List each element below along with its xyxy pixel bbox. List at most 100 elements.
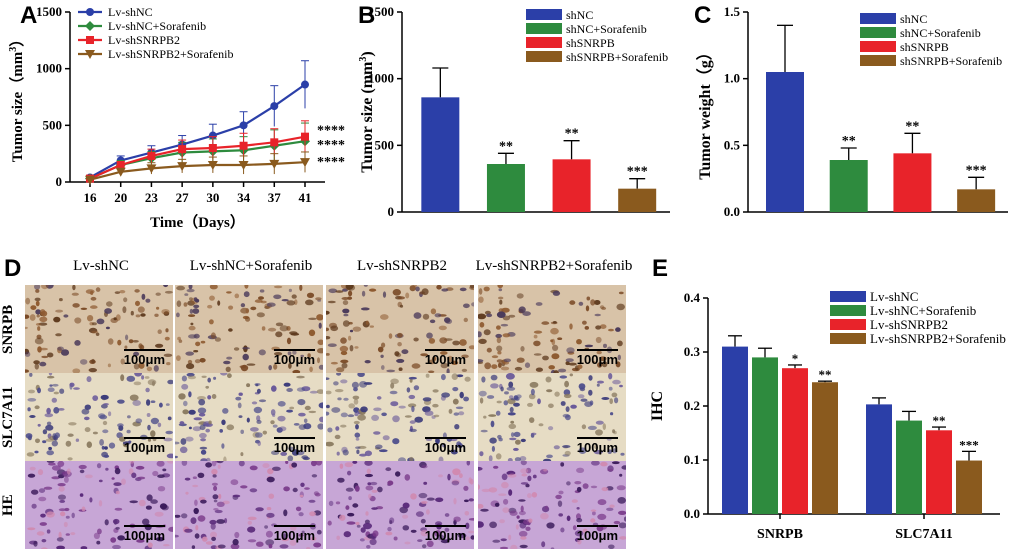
scale-bar: 100μm — [424, 525, 466, 543]
x-tick-label: 16 — [84, 190, 98, 205]
y-tick-label: 0.2 — [684, 398, 700, 413]
scale-bar-line — [424, 525, 466, 527]
y-tick-label: 1.5 — [724, 4, 741, 19]
legend-label: shSNRPB+Sorafenib — [566, 50, 668, 64]
tissue-texture — [478, 461, 626, 549]
scale-bar-label: 100μm — [424, 352, 466, 367]
legend-swatch — [830, 319, 866, 330]
legend-marker — [86, 36, 94, 44]
tissue-texture — [175, 373, 323, 461]
scale-bar-label: 100μm — [123, 440, 165, 455]
series-line-2 — [89, 135, 306, 180]
legend-label: Lv-shSNRPB2+Sorafenib — [870, 331, 1006, 346]
legend-label: shSNRPB — [900, 40, 949, 54]
ihc-image-r0-c2: 100μm — [326, 285, 474, 373]
ihc-image-r1-c2: 100μm — [326, 373, 474, 461]
scale-bar: 100μm — [424, 349, 466, 367]
data-point — [177, 162, 188, 172]
data-point — [301, 80, 309, 89]
y-tick-label: 0.5 — [724, 137, 741, 152]
data-point — [116, 161, 125, 169]
ihc-row-label: HE — [0, 494, 16, 516]
bar — [957, 189, 996, 212]
tissue-texture — [175, 461, 323, 549]
x-tick-label: 34 — [237, 190, 251, 205]
bar — [812, 382, 838, 514]
data-point — [270, 138, 279, 147]
x-tick-label: 23 — [145, 190, 159, 205]
bar — [421, 97, 460, 212]
ihc-image-r0-c3: 100μm — [478, 285, 626, 373]
legend-label: shNC+Sorafenib — [566, 22, 647, 36]
legend-swatch — [860, 55, 896, 66]
chart-a-tumor-size-line: 0 500 1000 1500 16 20 23 27 30 34 37 41 Time（Days） Tu… — [8, 4, 345, 231]
bar — [896, 420, 922, 514]
y-tick-label: 1000 — [36, 61, 62, 76]
x-tick-label: SLC7A11 — [895, 527, 953, 542]
panel-letter-d: D — [4, 255, 22, 282]
data-point — [147, 151, 156, 160]
x-tick-label: 27 — [176, 190, 190, 205]
ihc-image-r0-c0: 100μm — [25, 285, 173, 373]
tissue-texture — [25, 285, 173, 373]
y-tick-label: 500 — [375, 137, 395, 152]
tissue-texture — [478, 285, 626, 373]
scale-bar: 100μm — [273, 349, 315, 367]
data-point — [239, 121, 248, 130]
ihc-col-label: Lv-shSNRPB2+Sorafenib — [475, 258, 633, 274]
significance-mark: ** — [905, 119, 919, 134]
scale-bar-line — [576, 437, 618, 439]
data-point — [178, 145, 187, 154]
significance-mark: * — [792, 351, 799, 366]
data-point — [115, 167, 126, 177]
panel-letter-a: A — [20, 2, 38, 29]
y-tick-label: 500 — [43, 117, 63, 132]
data-point — [146, 164, 157, 174]
data-point — [85, 175, 95, 185]
significance-mark: *** — [966, 163, 987, 178]
legend-swatch — [526, 9, 562, 20]
significance-mark: *** — [959, 437, 979, 452]
scale-bar-line — [424, 437, 466, 439]
legend-marker — [85, 50, 95, 59]
tissue-texture — [478, 373, 626, 461]
y-tick-label: 0 — [388, 204, 395, 219]
y-tick-label: 1500 — [36, 4, 62, 19]
tissue-texture — [25, 373, 173, 461]
scale-bar: 100μm — [576, 349, 618, 367]
scale-bar-label: 100μm — [576, 528, 618, 543]
x-tick-label: 20 — [114, 190, 127, 205]
y-axis-label: Tumor weight（g） — [696, 44, 714, 180]
scale-bar-label: 100μm — [424, 528, 466, 543]
data-point — [208, 144, 217, 152]
y-tick-label: 0.0 — [684, 506, 700, 521]
scale-bar-label: 100μm — [123, 352, 165, 367]
legend-swatch — [860, 41, 896, 52]
data-point — [269, 159, 280, 169]
legend-label: shNC — [566, 8, 593, 22]
tissue-texture — [175, 285, 323, 373]
scale-bar-line — [273, 437, 315, 439]
scale-bar-label: 100μm — [424, 440, 466, 455]
bar — [829, 160, 868, 212]
legend-label: Lv-shSNRPB2 — [108, 33, 180, 47]
ihc-col-label: Lv-shNC — [73, 258, 129, 274]
scale-bar-line — [273, 525, 315, 527]
y-tick-label: 0.1 — [684, 452, 700, 467]
x-tick-label: 37 — [268, 190, 282, 205]
significance-mark: **** — [317, 138, 345, 153]
scale-bar-label: 100μm — [576, 352, 618, 367]
x-tick-label: 41 — [299, 190, 312, 205]
panel-letter-c: C — [694, 2, 712, 29]
bar — [766, 72, 804, 212]
bar — [618, 188, 657, 212]
x-axis-label: Time（Days） — [150, 213, 245, 231]
legend-swatch — [830, 291, 866, 302]
data-point — [270, 102, 279, 111]
ihc-image-r2-c3: 100μm — [478, 461, 626, 549]
significance-mark: **** — [317, 124, 345, 139]
series-line-3 — [89, 161, 306, 181]
legend-swatch — [830, 305, 866, 316]
significance-mark: ** — [499, 139, 513, 154]
